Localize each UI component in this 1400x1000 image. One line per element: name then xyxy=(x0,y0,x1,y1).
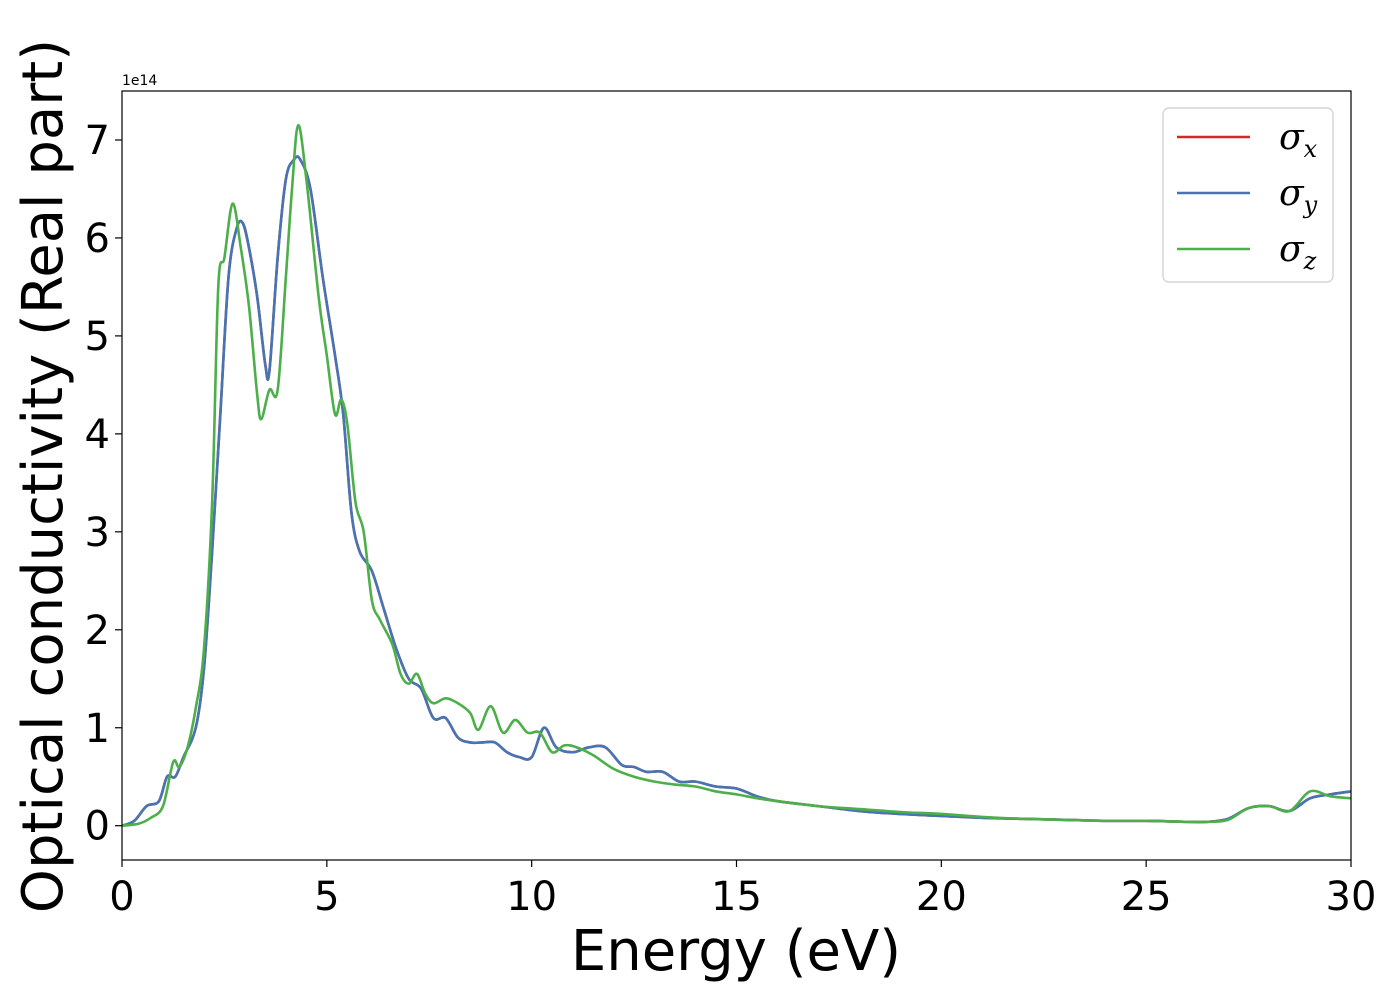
x-tick-label: 10 xyxy=(506,874,557,920)
y-tick-label: 2 xyxy=(85,608,110,654)
x-tick-label: 30 xyxy=(1326,874,1377,920)
y-axis-title: Optical conductivity (Real part) xyxy=(11,39,76,913)
x-tick-label: 5 xyxy=(314,874,339,920)
y-tick-label: 0 xyxy=(85,804,110,850)
y-axis: 0 1 2 3 4 5 6 7 xyxy=(85,118,122,850)
x-tick-label: 0 xyxy=(109,874,134,920)
y-tick-label: 7 xyxy=(85,118,110,164)
x-tick-label: 15 xyxy=(711,874,762,920)
y-tick-label: 3 xyxy=(85,510,110,556)
x-axis-title: Energy (eV) xyxy=(571,919,901,984)
y-tick-label: 6 xyxy=(85,216,110,262)
x-axis: 0 5 10 15 20 25 30 xyxy=(109,860,1376,920)
legend-box xyxy=(1162,107,1334,283)
series-layer xyxy=(122,123,1351,828)
y-tick-label: 5 xyxy=(85,314,110,360)
y-offset-label: 1e14 xyxy=(122,73,157,89)
y-tick-label: 4 xyxy=(85,412,110,458)
x-tick-label: 20 xyxy=(916,874,967,920)
y-tick-label: 1 xyxy=(85,706,110,752)
series-line-z xyxy=(122,123,1351,828)
x-tick-label: 25 xyxy=(1121,874,1172,920)
